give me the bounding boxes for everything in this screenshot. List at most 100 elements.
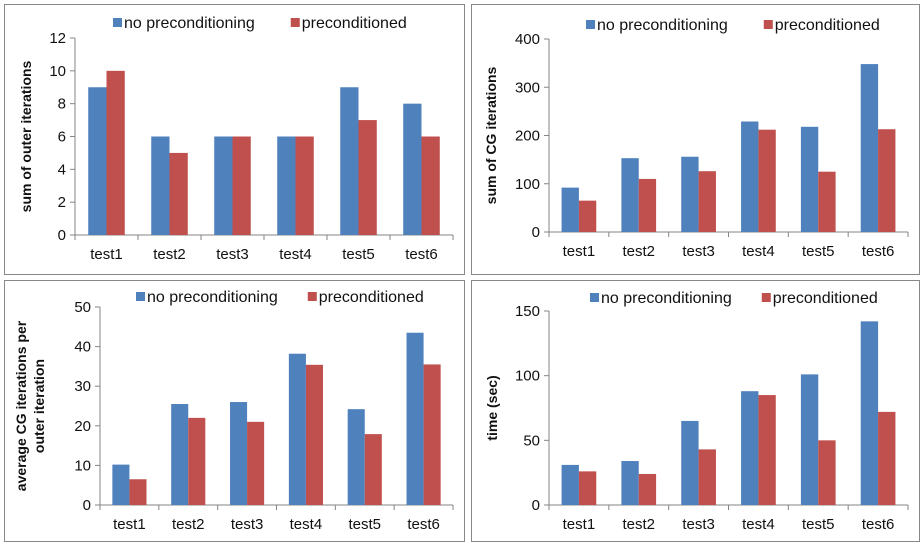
x-category-label: test6 [407,516,440,533]
x-category-label: test4 [742,243,775,260]
bar-preconditioned [358,120,377,235]
bar-preconditioned [698,171,716,232]
y-tick-label: 150 [515,303,540,320]
bar-no-preconditioning [288,353,306,505]
bar-preconditioned [818,440,836,505]
y-tick-label: 2 [58,194,66,211]
bar-no-preconditioning [151,136,170,235]
bar-no-preconditioning [171,404,189,505]
bar-no-preconditioning [403,103,422,236]
bar-preconditioned [878,411,896,505]
y-tick-label: 4 [58,161,66,178]
y-axis-label: sum of CG iterations [483,66,499,204]
bar-preconditioned [129,479,147,505]
x-category-label: test1 [563,516,596,533]
y-tick-label: 200 [515,128,540,145]
legend-swatch [763,20,773,29]
legend-swatch [113,18,122,27]
y-tick-label: 0 [83,497,91,514]
x-category-label: test3 [682,516,715,533]
x-category-label: test6 [405,246,438,263]
x-category-label: test3 [682,243,715,260]
bar-preconditioned [295,136,314,235]
bar-preconditioned [247,421,265,505]
bar-no-preconditioning [112,464,130,505]
bar-preconditioned [423,364,441,505]
x-category-label: test1 [563,243,596,260]
y-tick-label: 20 [74,418,91,435]
y-tick-label: 0 [58,227,66,244]
bar-no-preconditioning [681,156,699,232]
y-tick-label: 10 [74,457,91,474]
x-category-label: test6 [862,516,895,533]
legend-swatch [586,20,595,29]
chart-outer-iterations: 0 2 4 6 8 10 12 test1 test2 test3 test4 test5 test6 s… [4,4,465,275]
y-tick-label: 100 [515,176,540,193]
bar-no-preconditioning [800,126,819,232]
bar-preconditioned [364,434,382,505]
y-tick-label: 6 [58,129,66,146]
bar-preconditioned [818,171,836,232]
bar-preconditioned [698,449,716,505]
y-tick-label: 400 [515,31,540,48]
legend-label: no preconditioning [601,290,732,307]
bar-no-preconditioning [230,402,248,505]
legend-label: no preconditioning [124,15,255,32]
y-axis-label: sum of outer iterations [18,60,34,212]
bar-no-preconditioning [214,136,233,235]
bar-preconditioned [578,471,597,505]
x-category-label: test5 [802,516,835,533]
x-category-label: test5 [342,246,375,263]
bar-no-preconditioning [800,374,819,505]
legend-label: preconditioned [302,15,407,32]
bar-preconditioned [638,178,657,232]
bar-preconditioned [421,136,440,235]
y-axis-label: outer iteration [31,359,47,453]
legend-swatch [290,18,300,27]
bar-preconditioned [106,70,125,235]
x-category-label: test4 [290,516,323,533]
bar-preconditioned [878,129,896,232]
y-tick-label: 50 [523,432,540,449]
legend-swatch [590,293,599,302]
bar-no-preconditioning [340,87,359,235]
bar-preconditioned [232,136,251,235]
legend-swatch [307,292,317,301]
bar-preconditioned [188,417,206,505]
y-tick-label: 40 [74,339,91,356]
x-category-label: test5 [348,516,381,533]
bar-no-preconditioning [860,321,879,505]
y-tick-label: 50 [74,299,91,316]
bar-no-preconditioning [347,409,365,505]
legend-label: no preconditioning [597,17,728,34]
legend-label: preconditioned [773,290,878,307]
legend-label: preconditioned [319,289,424,306]
y-tick-label: 100 [515,368,540,385]
bar-no-preconditioning [561,464,579,505]
x-category-label: test4 [742,516,775,533]
x-category-label: test3 [231,516,264,533]
chart-avg-cg-per-outer: 0 10 20 30 40 50 test1 test2 test3 test4 test5 test… [4,280,465,542]
x-category-label: test2 [172,516,205,533]
bar-preconditioned [305,364,323,505]
bar-no-preconditioning [621,158,639,232]
chart-time: 0 50 100 150 test1 test2 test3 test4 test5 test6 t… [471,280,920,542]
bar-no-preconditioning [741,121,759,232]
x-category-label: test4 [279,246,312,263]
y-tick-label: 8 [58,96,66,113]
x-category-label: test1 [113,516,146,533]
x-category-label: test1 [90,246,123,263]
y-tick-label: 300 [515,79,540,96]
y-tick-label: 10 [49,63,66,80]
bar-no-preconditioning [88,87,107,235]
legend-label: preconditioned [775,17,880,34]
chart-cg-iterations: 0 100 200 300 400 test1 test2 test3 test4 test5 te… [471,4,920,275]
bar-no-preconditioning [621,461,639,505]
y-tick-label: 30 [74,378,91,395]
bar-no-preconditioning [406,332,424,505]
x-category-label: test2 [153,246,186,263]
legend-swatch [761,293,771,302]
bar-preconditioned [578,200,597,232]
bar-no-preconditioning [681,420,699,505]
bar-preconditioned [758,395,776,505]
